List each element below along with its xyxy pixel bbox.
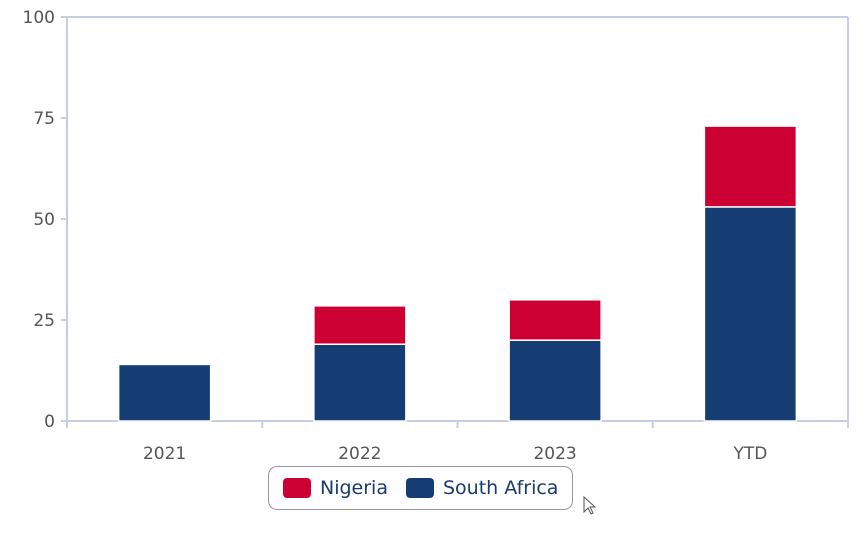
bar-south-africa-2021[interactable]: [117, 363, 212, 422]
y-tick-label: 25: [33, 311, 55, 331]
chart-tick-labels: 0 25 50 75 100 2021 2022 2023 YTD: [23, 8, 768, 464]
legend-item-south-africa[interactable]: South Africa: [405, 477, 559, 499]
bar-south-africa-2022[interactable]: [313, 343, 407, 422]
y-tick-label: 0: [44, 412, 55, 432]
bar-nigeria-2023[interactable]: [508, 299, 602, 341]
x-tick-label: YTD: [732, 444, 767, 464]
legend-item-nigeria[interactable]: Nigeria: [283, 477, 388, 499]
chart-legend: Nigeria South Africa: [268, 466, 574, 510]
y-tick-label: 100: [23, 8, 55, 28]
legend-label-nigeria: Nigeria: [320, 477, 388, 499]
y-tick-label: 75: [33, 109, 55, 129]
bar-nigeria-2022[interactable]: [313, 305, 407, 345]
x-tick-label: 2023: [533, 444, 576, 464]
legend-swatch-south-africa: [405, 478, 434, 498]
legend-label-south-africa: South Africa: [442, 477, 559, 499]
x-tick-label: 2021: [143, 444, 186, 464]
x-tick-label: 2022: [338, 444, 381, 464]
bar-south-africa-ytd[interactable]: [703, 206, 798, 422]
bar-nigeria-ytd[interactable]: [703, 125, 798, 208]
bar-south-africa-2023[interactable]: [508, 339, 602, 422]
legend-swatch-nigeria: [283, 478, 311, 498]
y-tick-label: 50: [33, 210, 55, 230]
chart-bars: [117, 125, 798, 422]
mouse-pointer-icon: [583, 496, 597, 515]
